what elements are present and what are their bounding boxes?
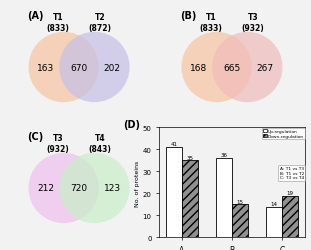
Text: 36: 36 <box>220 153 227 158</box>
Bar <box>232 205 248 238</box>
Text: T2
(872): T2 (872) <box>88 13 111 32</box>
Text: T3
(932): T3 (932) <box>241 13 264 32</box>
Text: 720: 720 <box>71 184 88 193</box>
Text: T1
(833): T1 (833) <box>47 13 70 32</box>
Bar <box>216 159 232 238</box>
Circle shape <box>59 33 130 103</box>
Bar <box>166 148 182 238</box>
Text: T3
(932): T3 (932) <box>47 134 70 153</box>
Text: 15: 15 <box>236 199 244 204</box>
Circle shape <box>181 33 252 103</box>
Text: 202: 202 <box>104 63 121 72</box>
Text: 212: 212 <box>38 184 54 193</box>
Text: (B): (B) <box>180 11 197 21</box>
Text: T4
(843): T4 (843) <box>89 134 111 153</box>
Text: (A): (A) <box>27 11 44 21</box>
Text: 163: 163 <box>37 63 55 72</box>
Text: 14: 14 <box>271 201 278 206</box>
Text: 19: 19 <box>287 190 294 195</box>
Text: 35: 35 <box>186 155 193 160</box>
Circle shape <box>29 153 99 223</box>
Text: 41: 41 <box>170 142 177 147</box>
Bar <box>266 207 282 238</box>
Text: 267: 267 <box>256 63 273 72</box>
Circle shape <box>59 153 130 223</box>
Text: 123: 123 <box>104 184 121 193</box>
Circle shape <box>29 33 99 103</box>
Text: 168: 168 <box>190 63 208 72</box>
Circle shape <box>212 33 282 103</box>
Legend: A: T1 vs T3, B: T1 vs T2, C: T3 vs T4: A: T1 vs T3, B: T1 vs T2, C: T3 vs T4 <box>278 165 305 181</box>
Text: 665: 665 <box>223 63 241 72</box>
Text: T1
(833): T1 (833) <box>200 13 222 32</box>
Bar <box>282 196 298 237</box>
Text: (D): (D) <box>123 119 140 129</box>
Text: 670: 670 <box>70 63 88 72</box>
Y-axis label: No. of proteins: No. of proteins <box>135 160 140 206</box>
Text: (C): (C) <box>27 131 44 141</box>
Bar <box>182 161 198 238</box>
